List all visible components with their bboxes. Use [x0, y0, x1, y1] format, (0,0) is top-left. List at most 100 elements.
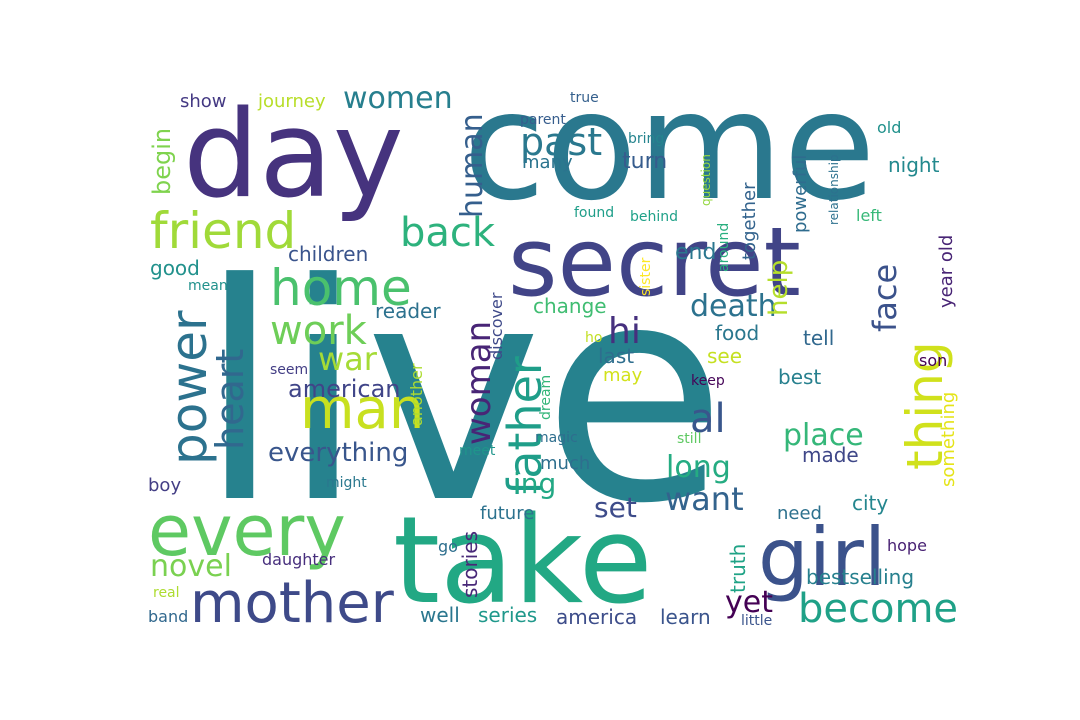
word-future: future [480, 503, 534, 524]
word-dream: dream [538, 375, 554, 420]
word-secret: secret [508, 208, 801, 318]
word-al: al [690, 396, 726, 442]
word-come: come [463, 60, 876, 234]
word-another: another [407, 363, 426, 426]
word-well: well [420, 603, 460, 627]
word-might: might [326, 475, 367, 491]
word-change: change [533, 294, 607, 318]
word-girl: girl [758, 511, 886, 604]
word-yet: yet [725, 585, 773, 620]
word-human: human [455, 113, 490, 218]
word-thing: thing [896, 341, 954, 470]
word-see: see [707, 344, 742, 368]
word-want: want [665, 480, 744, 518]
word-help: help [764, 260, 794, 316]
word-man: man [300, 377, 424, 442]
word-many: many [522, 152, 573, 173]
word-death: death [690, 289, 777, 324]
word-good: good [150, 256, 200, 280]
word-series: series [478, 603, 537, 627]
word-much: much [540, 453, 590, 474]
word-set: set [594, 491, 637, 524]
word-woman: woman [459, 321, 499, 445]
word-real: real [153, 585, 180, 601]
word-hope: hope [887, 536, 927, 555]
word-everything: everything [268, 438, 408, 468]
word-question: question [699, 154, 713, 206]
word-show: show [180, 91, 227, 112]
word-little: little [741, 613, 772, 629]
word-night: night [888, 153, 940, 177]
word-bestselling: bestselling [806, 565, 914, 589]
word-band: band [148, 607, 188, 626]
word-become: become [798, 586, 958, 632]
word-sister: sister [638, 257, 654, 296]
word-turn: turn [622, 149, 667, 174]
word-found: found [574, 205, 614, 221]
word-may: may [603, 365, 643, 386]
word-left: left [856, 206, 882, 225]
word-relationship: relationship [827, 154, 841, 225]
word-city: city [852, 491, 888, 515]
word-best: best [778, 365, 821, 389]
word-reader: reader [375, 299, 441, 323]
word-power: power [160, 310, 218, 465]
word-together: together [739, 182, 760, 260]
word-father: father [498, 356, 552, 495]
word-past: past [520, 120, 602, 164]
word-heart: heart [208, 349, 252, 450]
word-long: long [666, 450, 731, 485]
word-behind: behind [630, 209, 678, 225]
word-need: need [777, 503, 822, 524]
word-mean: mean [188, 278, 228, 294]
word-made: made [802, 443, 859, 467]
word-parent: parent [520, 112, 566, 128]
word-daughter: daughter [262, 550, 336, 569]
word-women: women [343, 81, 453, 116]
word-begin: begin [148, 128, 176, 195]
word-year-old: year old [936, 235, 957, 308]
word-home: home [270, 259, 412, 317]
word-day: day [183, 86, 404, 225]
word-american: american [288, 375, 401, 403]
word-meet: meet [459, 443, 496, 459]
word-children: children [288, 242, 368, 266]
word-last: last [598, 344, 634, 368]
word-ing: ing [513, 467, 556, 500]
word-boy: boy [148, 475, 181, 496]
word-still: still [677, 431, 701, 447]
word-food: food [715, 321, 759, 345]
word-end: end [675, 240, 716, 265]
word-tell: tell [803, 326, 834, 350]
word-magic: magic [535, 430, 578, 446]
word-friend: friend [150, 202, 296, 260]
word-hi: hi [608, 311, 641, 352]
word-novel: novel [150, 549, 232, 584]
word-around: around [716, 223, 732, 272]
word-keep: keep [691, 373, 725, 389]
word-seem: seem [270, 362, 308, 378]
word-something: something [938, 392, 959, 487]
word-america: america [556, 605, 637, 629]
word-place: place [783, 418, 864, 453]
word-true: true [570, 90, 599, 106]
word-stories: stories [458, 531, 482, 598]
word-every: every [148, 490, 346, 572]
word-ho: ho [585, 330, 602, 346]
word-son: son [919, 351, 947, 370]
word-face: face [866, 264, 904, 332]
word-discover: discover [487, 292, 506, 360]
word-back: back [400, 210, 496, 256]
word-work: work [270, 308, 368, 354]
word-war: war [318, 340, 378, 378]
word-mother: mother [190, 571, 395, 636]
word-old: old [877, 118, 901, 137]
word-take: take [393, 492, 653, 631]
word-live: live [198, 220, 727, 569]
word-bring: bring [628, 131, 664, 147]
word-journey: journey [257, 91, 326, 112]
word-powerful: powerful [790, 155, 811, 233]
word-go: go [438, 537, 458, 556]
